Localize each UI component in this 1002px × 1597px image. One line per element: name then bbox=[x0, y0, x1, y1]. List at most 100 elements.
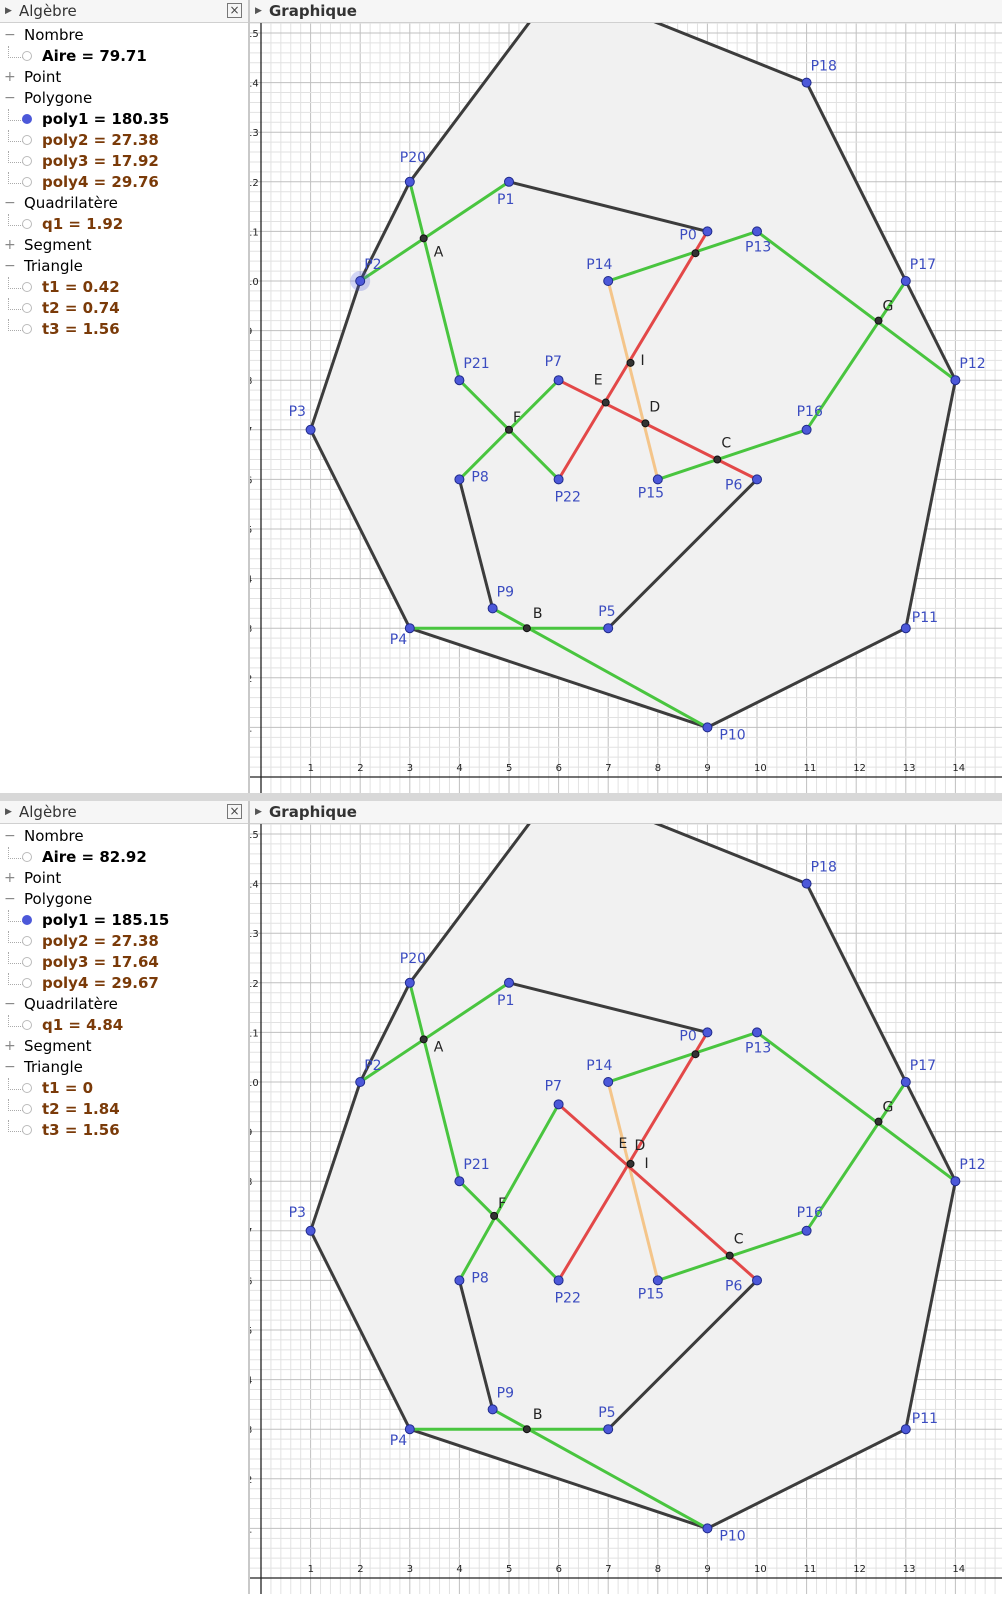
visibility-toggle-icon[interactable] bbox=[22, 978, 32, 988]
algebra-value[interactable]: poly2 = 27.38 bbox=[42, 932, 159, 950]
visibility-toggle-icon[interactable] bbox=[22, 303, 32, 313]
green-segment[interactable] bbox=[656, 428, 809, 481]
collapse-icon[interactable]: − bbox=[4, 828, 16, 844]
intersection-point[interactable] bbox=[419, 234, 428, 243]
point-p4[interactable] bbox=[404, 1424, 415, 1435]
point-p12[interactable] bbox=[950, 375, 961, 386]
visibility-toggle-icon[interactable] bbox=[22, 156, 32, 166]
visibility-toggle-icon[interactable] bbox=[22, 1020, 32, 1030]
point-p14[interactable] bbox=[603, 276, 614, 286]
graphics-canvas[interactable]: 1234567891011121314123456789101112131415… bbox=[250, 824, 1002, 1594]
red-segment[interactable] bbox=[557, 1102, 759, 1282]
point-p10[interactable] bbox=[702, 1523, 713, 1534]
intersection-point[interactable] bbox=[505, 425, 513, 434]
visibility-toggle-icon[interactable] bbox=[22, 219, 32, 229]
green-segment[interactable] bbox=[755, 229, 957, 382]
visibility-toggle-icon[interactable] bbox=[22, 51, 32, 61]
collapse-triangle-icon[interactable]: ▶ bbox=[255, 6, 262, 16]
point-p9[interactable] bbox=[487, 603, 498, 614]
point-p14[interactable] bbox=[603, 1077, 614, 1087]
visibility-toggle-icon[interactable] bbox=[22, 114, 32, 124]
point-p17[interactable] bbox=[900, 276, 911, 286]
visibility-toggle-icon[interactable] bbox=[22, 852, 32, 862]
algebra-value[interactable]: t3 = 1.56 bbox=[42, 320, 120, 338]
visibility-toggle-icon[interactable] bbox=[22, 957, 32, 967]
orange-segment[interactable] bbox=[606, 1080, 660, 1282]
point-p3[interactable] bbox=[305, 424, 316, 435]
point-p17[interactable] bbox=[900, 1077, 911, 1087]
green-segment[interactable] bbox=[408, 981, 461, 1183]
green-segment[interactable] bbox=[805, 279, 908, 432]
algebra-value[interactable]: t2 = 1.84 bbox=[42, 1100, 120, 1118]
collapse-icon[interactable]: − bbox=[4, 891, 16, 907]
intersection-point[interactable] bbox=[522, 1425, 531, 1434]
close-icon[interactable]: × bbox=[227, 804, 242, 819]
point-p6[interactable] bbox=[752, 1275, 762, 1286]
collapse-icon[interactable]: − bbox=[4, 27, 16, 43]
point-p20[interactable] bbox=[404, 176, 415, 187]
point-p16[interactable] bbox=[801, 1225, 812, 1236]
intersection-point[interactable] bbox=[601, 398, 610, 407]
grey-segment[interactable] bbox=[457, 1278, 495, 1411]
point-p18[interactable] bbox=[801, 878, 812, 889]
intersection-point[interactable] bbox=[691, 249, 700, 258]
green-segment[interactable] bbox=[457, 1102, 561, 1282]
graphics-view[interactable]: ▶ Graphique 1234567891011121314123456789… bbox=[250, 0, 1002, 793]
point-p15[interactable] bbox=[652, 1275, 663, 1286]
collapse-icon[interactable]: − bbox=[4, 996, 16, 1012]
point-p10[interactable] bbox=[702, 722, 713, 733]
point-p2[interactable] bbox=[355, 1077, 366, 1087]
point-p8[interactable] bbox=[454, 474, 465, 485]
point-p9[interactable] bbox=[487, 1404, 498, 1415]
intersection-point[interactable] bbox=[725, 1251, 734, 1260]
point-p5[interactable] bbox=[603, 623, 614, 634]
graphics-titlebar[interactable]: ▶ Graphique bbox=[250, 801, 1002, 824]
visibility-toggle-icon[interactable] bbox=[22, 915, 32, 925]
point-p20[interactable] bbox=[404, 977, 415, 988]
algebra-value[interactable]: Aire = 79.71 bbox=[42, 47, 147, 65]
red-segment[interactable] bbox=[557, 1030, 709, 1282]
point-p8[interactable] bbox=[454, 1275, 465, 1286]
collapse-triangle-icon[interactable]: ▶ bbox=[5, 6, 12, 16]
point-p0[interactable] bbox=[702, 1027, 713, 1038]
algebra-value[interactable]: poly4 = 29.67 bbox=[42, 974, 159, 992]
point-p18[interactable] bbox=[801, 77, 812, 88]
green-segment[interactable] bbox=[358, 981, 511, 1084]
point-p7[interactable] bbox=[553, 375, 564, 386]
algebra-value[interactable]: poly4 = 29.76 bbox=[42, 173, 159, 191]
algebra-titlebar[interactable]: ▶ Algèbre × bbox=[0, 801, 248, 824]
green-segment[interactable] bbox=[457, 1179, 561, 1282]
point-p12[interactable] bbox=[950, 1176, 961, 1187]
graphics-view[interactable]: ▶ Graphique 1234567891011121314123456789… bbox=[250, 801, 1002, 1594]
algebra-value[interactable]: q1 = 1.92 bbox=[42, 215, 124, 233]
intersection-point[interactable] bbox=[874, 316, 883, 325]
algebra-value[interactable]: poly3 = 17.92 bbox=[42, 152, 159, 170]
grey-segment[interactable] bbox=[507, 981, 709, 1034]
point-p6[interactable] bbox=[752, 474, 762, 485]
visibility-toggle-icon[interactable] bbox=[22, 1083, 32, 1093]
visibility-toggle-icon[interactable] bbox=[22, 135, 32, 145]
visibility-toggle-icon[interactable] bbox=[22, 1104, 32, 1114]
intersection-point[interactable] bbox=[641, 419, 650, 428]
visibility-toggle-icon[interactable] bbox=[22, 282, 32, 292]
grey-segment[interactable] bbox=[507, 180, 709, 233]
point-p13[interactable] bbox=[752, 226, 762, 237]
expand-icon[interactable]: + bbox=[4, 870, 16, 886]
graphics-titlebar[interactable]: ▶ Graphique bbox=[250, 0, 1002, 23]
point-p21[interactable] bbox=[454, 1176, 465, 1187]
collapse-icon[interactable]: − bbox=[4, 90, 16, 106]
expand-icon[interactable]: + bbox=[4, 1038, 16, 1054]
grey-segment[interactable] bbox=[606, 477, 759, 630]
visibility-toggle-icon[interactable] bbox=[22, 177, 32, 187]
intersection-point[interactable] bbox=[419, 1035, 428, 1044]
intersection-point[interactable] bbox=[626, 358, 635, 367]
algebra-value[interactable]: poly1 = 185.15 bbox=[42, 911, 170, 929]
intersection-point[interactable] bbox=[522, 624, 531, 633]
point-p5[interactable] bbox=[603, 1424, 614, 1435]
visibility-toggle-icon[interactable] bbox=[22, 936, 32, 946]
algebra-value[interactable]: poly3 = 17.64 bbox=[42, 953, 159, 971]
point-p11[interactable] bbox=[900, 623, 911, 634]
point-p1[interactable] bbox=[504, 176, 514, 187]
algebra-value[interactable]: t1 = 0.42 bbox=[42, 278, 120, 296]
intersection-point[interactable] bbox=[874, 1117, 883, 1126]
